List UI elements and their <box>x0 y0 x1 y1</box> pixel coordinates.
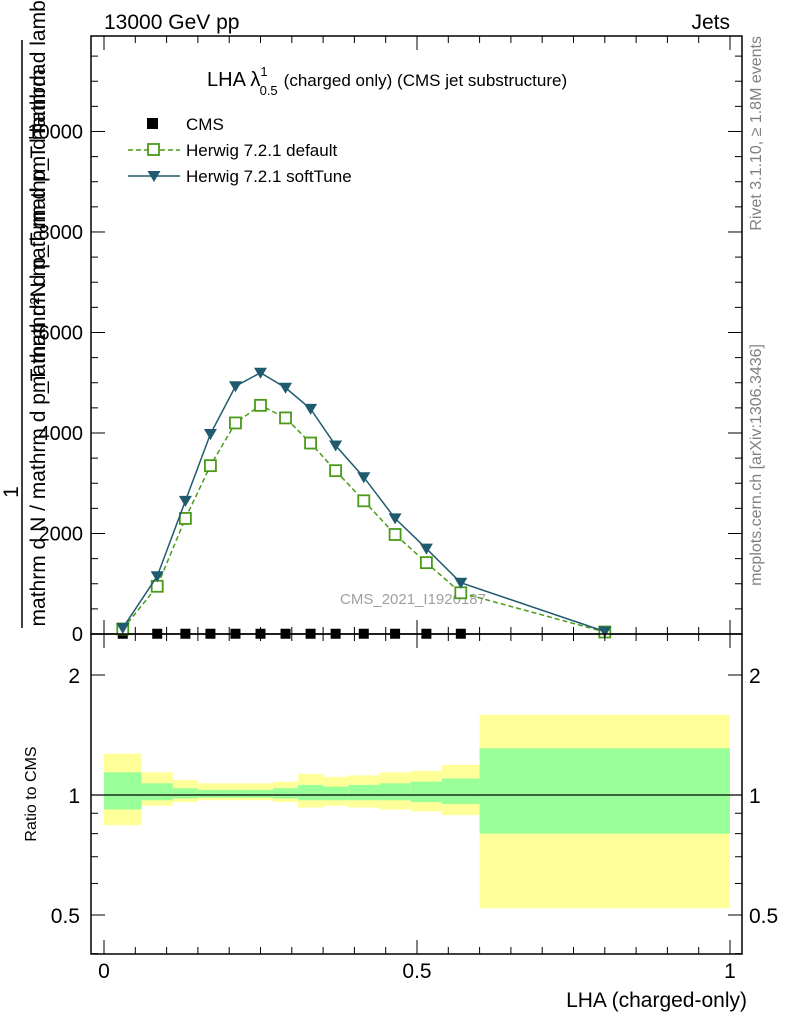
herwig-softtune-point <box>357 472 371 484</box>
ylabel-numerator: 1 <box>0 486 23 498</box>
plot-title: LHA λ1 0.5 (charged only) (CMS jet substru… <box>207 64 567 98</box>
ratio-y-tick-label: 2 <box>68 665 80 688</box>
main-y-tick-label: 10000 <box>27 121 83 143</box>
ratio-stat-uncertainty-band <box>104 772 142 810</box>
ratio-y-tick-label: 1 <box>68 785 80 808</box>
legend-marker-cms <box>147 118 158 129</box>
herwig-softtune-point <box>279 382 293 394</box>
main-y-tick-label: 8000 <box>39 222 84 244</box>
legend-label-herwig-softtune: Herwig 7.2.1 softTune <box>186 167 352 186</box>
herwig-default-point <box>204 459 217 473</box>
header-energy: 13000 GeV pp <box>104 11 239 34</box>
ratio-stat-uncertainty-band <box>323 786 349 801</box>
legend-label-herwig-default: Herwig 7.2.1 default <box>186 141 337 160</box>
herwig-softtune-point <box>388 513 402 525</box>
herwig-softtune-point <box>228 381 242 393</box>
ratio-y-tick-label-right: 0.5 <box>749 905 778 928</box>
herwig-default-point <box>357 494 371 508</box>
herwig-softtune-point <box>203 428 217 440</box>
ratio-stat-uncertainty-band <box>348 784 380 801</box>
ratio-stat-uncertainty-band <box>298 784 324 801</box>
ratio-stat-uncertainty-band <box>442 778 480 804</box>
main-y-tick-label: 0 <box>72 624 83 646</box>
main-y-tick-label: 6000 <box>39 322 84 344</box>
ratio-stat-uncertainty-band <box>273 788 299 799</box>
ratio-y-tick-label: 0.5 <box>51 905 80 928</box>
main-y-tick-label: 4000 <box>39 423 84 445</box>
ylabel-top: mathrm d²N mathrm d p_T mathrm d lambda <box>27 0 50 393</box>
legend: CMS Herwig 7.2.1 default Herwig 7.2.1 so… <box>128 115 352 186</box>
ratio-stat-uncertainty-band <box>141 783 173 801</box>
plot-title-main: LHA λ <box>207 69 260 91</box>
main-y-tick-labels: 0 2000 4000 6000 8000 10000 <box>27 121 83 646</box>
herwig-default-point <box>178 512 192 525</box>
herwig-default-point <box>329 464 343 478</box>
ratio-stat-uncertainty-band <box>197 789 223 798</box>
legend-marker-herwig-default <box>147 143 160 156</box>
ratio-stat-uncertainty-band <box>479 748 730 834</box>
legend-marker-herwig-softtune <box>147 171 161 182</box>
x-tick-label: 0.5 <box>402 960 431 983</box>
herwig-default-point <box>279 411 292 425</box>
x-axis-label: LHA (charged-only) <box>566 989 747 1012</box>
herwig-softtune-point <box>150 571 164 583</box>
herwig-softtune-point <box>454 577 468 589</box>
ylabel-denominator: mathrm d N / mathrm d p_T mathrm d p_T m… <box>27 63 50 626</box>
ratio-axis-ticks <box>91 634 742 955</box>
analysis-watermark: CMS_2021_I1920187 <box>340 591 486 608</box>
main-y-tick-label: 2000 <box>39 523 84 545</box>
herwig-softtune-point <box>304 403 318 415</box>
ratio-y-tick-labels: 0.5 0.5 1 1 2 2 <box>51 665 778 928</box>
main-axis-ticks <box>91 36 742 635</box>
plot-title-subscript: 0.5 <box>260 83 278 98</box>
main-plot-panel: 0 2000 4000 6000 8000 10000 LHA λ1 0.5 (charged… <box>27 35 743 646</box>
x-tick-label: 0 <box>98 960 110 983</box>
ratio-stat-uncertainty-band <box>222 789 248 798</box>
herwig-softtune-point <box>116 622 130 634</box>
series-line-2 <box>122 371 606 633</box>
herwig-default-point <box>254 398 267 412</box>
ratio-stat-uncertainty-band <box>247 789 274 798</box>
legend-label-cms: CMS <box>186 115 224 134</box>
main-y-axis-label: 1 mathrm d²N mathrm d p_T mathrm d lambd… <box>0 0 50 628</box>
ratio-plot-panel: 0.5 0.51 12 2 0 0.5 1 Ratio to CMS LHA (charg… <box>23 633 778 1012</box>
plot-title-rest: (charged only) (CMS jet substructure) <box>284 71 567 90</box>
herwig-default-point <box>419 556 433 570</box>
herwig-softtune-point <box>598 626 612 638</box>
herwig-softtune-point <box>254 367 267 379</box>
herwig-softtune-point <box>329 440 343 452</box>
plot-title-superscript: 1 <box>260 64 267 79</box>
mcplots-site-label: mcplots.cern.ch [arXiv:1306.3436] <box>748 344 765 586</box>
ratio-stat-uncertainty-band <box>379 783 411 801</box>
rivet-version-label: Rivet 3.1.10, ≥ 1.8M events <box>748 36 765 231</box>
ratio-uncertainty-bands <box>104 714 730 909</box>
ratio-y-axis-label: Ratio to CMS <box>23 746 40 841</box>
herwig-softtune-point <box>419 543 433 555</box>
herwig-default-point <box>388 528 402 541</box>
ratio-stat-uncertainty-band <box>410 781 443 803</box>
herwig-softtune-point <box>178 495 192 507</box>
header-category: Jets <box>691 11 730 34</box>
herwig-default-point <box>229 416 242 430</box>
herwig-default-point <box>304 436 317 450</box>
ratio-x-tick-labels: 0 0.5 1 <box>98 960 736 983</box>
ratio-y-tick-label-right: 2 <box>749 665 761 688</box>
ratio-stat-uncertainty-band <box>172 788 198 799</box>
x-tick-label: 1 <box>724 960 736 983</box>
herwig-default-point <box>454 586 468 600</box>
ratio-y-tick-label-right: 1 <box>749 785 761 808</box>
